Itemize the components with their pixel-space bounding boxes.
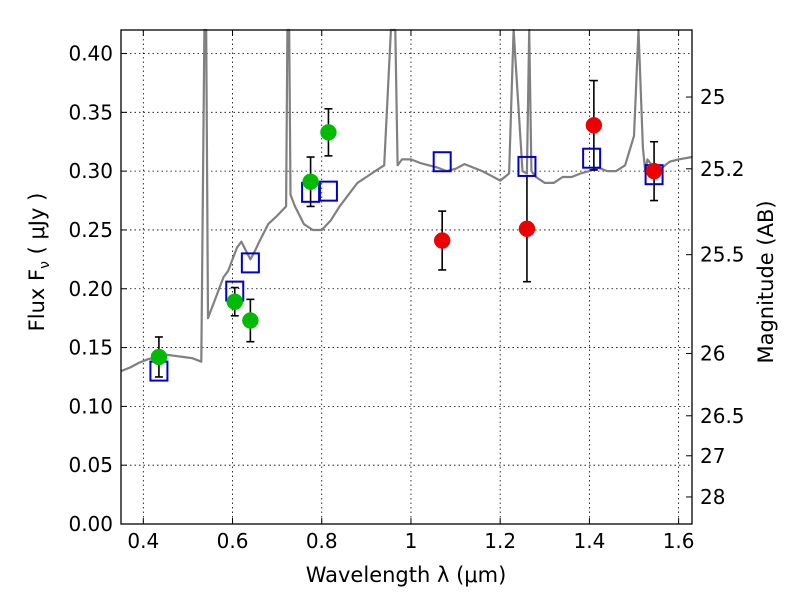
optical-photometry-point [320,124,337,141]
right-tick-label: 25 [700,85,725,109]
y-tick-label: 0.40 [68,42,113,66]
right-tick-label: 25.2 [700,157,745,181]
nir-photometry-point [585,117,603,134]
y-axis-title-main: Flux F [25,269,49,331]
right-tick-label: 25.5 [700,243,745,267]
right-tick-label: 28 [700,485,725,509]
errorbar-layer [154,79,659,378]
y-tick-label: 0.00 [68,512,113,536]
spectrum-layer [120,28,693,373]
model-flux-square [240,252,260,274]
x-tick-label: 0.6 [217,529,249,553]
right-tick-label: 26.5 [700,404,745,428]
y-tick-label: 0.10 [68,394,113,418]
y-tick-label: 0.05 [68,453,113,477]
x-tick-label: 1.4 [573,529,605,553]
x-tick-label: 0.4 [127,529,159,553]
optical-photometry-point [242,312,259,329]
x-tick-label: 0.8 [306,529,338,553]
nir-photometry-point [518,220,536,238]
x-axis-title: Wavelength λ (μm) [306,563,507,587]
y-axis-title-unit: ( μJy ) [25,193,49,261]
y-tick-label: 0.30 [68,159,113,183]
model-flux-square [432,151,452,173]
nir-photometry-point [433,232,451,249]
x-tick-label: 1.2 [484,529,516,553]
y-tick-label: 0.35 [68,100,113,124]
spectrum-line [120,28,693,373]
optical-photometry-point [150,348,168,366]
y-tick-label: 0.25 [68,218,113,242]
y-tick-label: 0.20 [68,277,113,301]
plot-frame [120,29,693,525]
model-flux-square [517,155,537,177]
y-tick-label: 0.15 [68,336,113,360]
x-tick-label: 1 [405,529,418,553]
tick-layer: 0.4 0.6 0.8 1 1.2 1.4 1.6 0.00 0.05 0.10 0.15 0.20 0… [68,30,745,553]
right-tick-label: 26 [700,341,725,365]
right-tick-label: 27 [700,444,725,468]
y-axis-title-subscript: ν [37,261,53,269]
x-tick-label: 1.6 [663,529,695,553]
optical-photometry-point [302,173,319,190]
nir-photometry-point [645,162,663,180]
y-axis-title-left: Flux Fν ( μJy ) [25,193,53,332]
optical-photometry-point [226,293,244,310]
model-flux-square [318,180,338,202]
model-flux-square [582,147,602,169]
marker-layer [149,117,664,382]
y-axis-title-right: Magnitude (AB) [754,200,778,363]
